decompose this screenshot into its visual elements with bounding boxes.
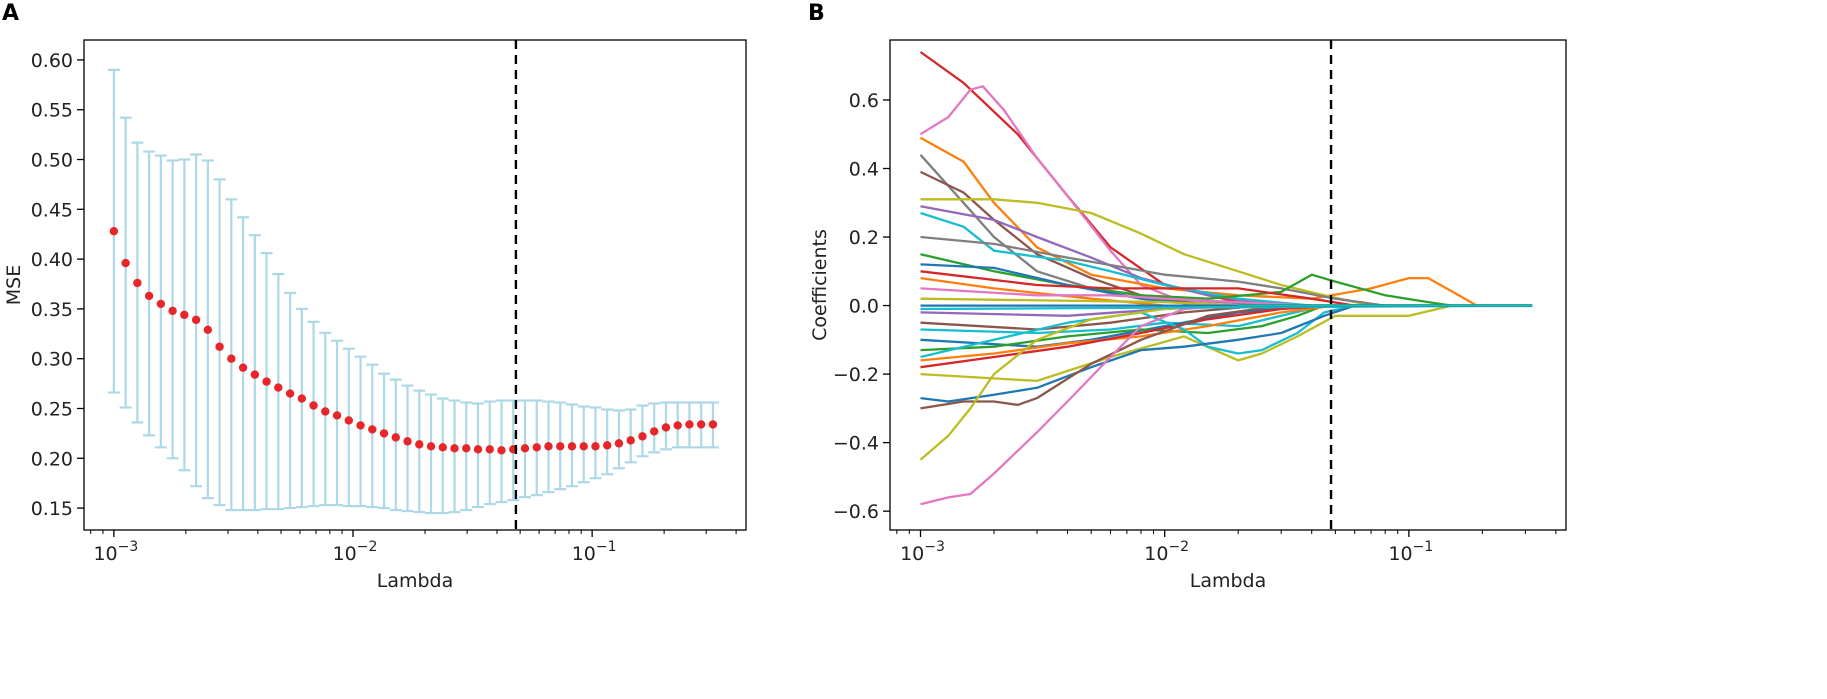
- x-tick-label: 10−2: [1144, 539, 1189, 565]
- mse-point: [156, 299, 166, 309]
- panel-a-y-axis-label: MSE: [3, 265, 25, 305]
- mse-point: [485, 445, 494, 454]
- panel-b-coefficient-paths: B −0.6−0.4−0.20.00.20.40.6 10−3 10−2 10−1 …: [808, 1, 1567, 592]
- mse-point: [109, 227, 119, 236]
- mse-point: [332, 411, 342, 420]
- y-tick-label: 0.30: [31, 349, 73, 371]
- mse-point: [262, 377, 271, 386]
- mse-point: [133, 278, 142, 288]
- mse-point: [344, 416, 353, 425]
- mse-point: [614, 439, 624, 448]
- y-tick-label: 0.55: [31, 100, 73, 122]
- coefficient-path-lines: [919, 51, 1533, 506]
- mse-point: [121, 258, 130, 268]
- x-tick-label: 10−2: [333, 539, 378, 565]
- mse-point: [297, 394, 307, 403]
- mse-point: [168, 306, 177, 316]
- panel-a-x-ticks: 10−3 10−2 10−1: [90, 530, 737, 565]
- mse-point: [191, 315, 201, 325]
- mse-point: [626, 436, 635, 445]
- y-tick-label: 0.4: [849, 158, 879, 180]
- panel-a-plot-area: [83, 39, 747, 531]
- panel-a-x-axis-label: Lambda: [377, 570, 454, 592]
- coefficient-line-c26: [920, 304, 1533, 410]
- mse-point: [391, 433, 400, 442]
- panel-b-x-axis-label: Lambda: [1190, 570, 1267, 592]
- y-tick-label: 0.6: [849, 90, 879, 112]
- y-tick-label: 0.40: [31, 249, 73, 271]
- mse-point: [356, 421, 365, 430]
- y-tick-label: 0.60: [31, 50, 73, 72]
- coefficient-line-c23: [920, 304, 1533, 383]
- mse-point: [250, 370, 260, 379]
- panel-letter-a: A: [2, 1, 19, 26]
- panel-a-y-ticks: 0.15 0.20 0.25 0.30 0.35 0.40 0.45 0.50 0.55 0.60: [31, 50, 84, 520]
- mse-point: [591, 442, 600, 451]
- mse-point: [368, 425, 377, 434]
- mse-point: [379, 429, 389, 438]
- mse-point: [685, 420, 694, 429]
- panel-b-x-ticks: 10−3 10−2 10−1: [896, 530, 1557, 565]
- x-tick-label: 10−1: [572, 539, 617, 565]
- mse-point: [203, 325, 213, 335]
- y-tick-label: 0.45: [31, 199, 73, 221]
- mse-point: [696, 420, 706, 429]
- mse-point: [238, 363, 248, 372]
- mse-point: [497, 446, 506, 455]
- mse-point: [426, 442, 436, 451]
- mse-point: [450, 444, 459, 453]
- mse-point: [708, 420, 718, 429]
- panel-b-y-ticks: −0.6 −0.4 −0.2 0.0 0.2 0.4 0.6: [833, 90, 890, 523]
- mse-point: [603, 441, 612, 450]
- mse-point: [567, 442, 577, 451]
- mse-point: [579, 442, 588, 451]
- y-tick-label: 0.25: [31, 398, 73, 420]
- mse-point: [274, 383, 283, 392]
- mse-point: [532, 443, 541, 452]
- mse-point: [227, 354, 236, 363]
- mse-point: [403, 437, 412, 446]
- mse-errorbars: [107, 68, 719, 515]
- mse-point: [649, 427, 659, 436]
- coefficient-line-c9: [920, 235, 1533, 307]
- mse-point: [180, 310, 189, 320]
- y-tick-label: 0.2: [849, 227, 879, 249]
- mse-points: [109, 227, 718, 455]
- mse-point: [309, 401, 318, 410]
- y-tick-label: 0.15: [31, 498, 73, 520]
- mse-point: [556, 442, 565, 451]
- x-tick-label: 10−3: [900, 539, 945, 565]
- panel-letter-b: B: [808, 1, 825, 26]
- x-tick-label: 10−3: [93, 539, 138, 565]
- mse-point: [638, 432, 647, 441]
- y-tick-label: 0.0: [849, 296, 879, 318]
- y-tick-label: 0.35: [31, 299, 73, 321]
- y-tick-label: 0.20: [31, 448, 73, 470]
- mse-point: [673, 421, 682, 430]
- y-tick-label: −0.6: [833, 501, 879, 523]
- coefficient-line-c25: [920, 304, 1533, 403]
- coefficient-line-c3: [919, 136, 1533, 307]
- y-tick-label: −0.2: [833, 364, 879, 386]
- y-tick-label: −0.4: [833, 433, 879, 455]
- panel-b-plot-area: [889, 39, 1567, 531]
- mse-point: [415, 440, 424, 449]
- mse-point: [544, 442, 553, 451]
- mse-point: [520, 444, 530, 453]
- y-tick-label: 0.50: [31, 150, 73, 172]
- mse-point: [473, 445, 483, 454]
- coefficient-line-c24: [920, 304, 1533, 359]
- mse-point: [215, 342, 224, 351]
- mse-point: [661, 423, 671, 432]
- panel-b-y-axis-label: Coefficients: [809, 229, 831, 341]
- x-tick-label: 10−1: [1388, 539, 1433, 565]
- panel-a-mse-chart: A 0.150.200.250.300.350.400.450.500.550.…: [2, 1, 747, 592]
- mse-point: [285, 389, 295, 398]
- mse-point: [462, 444, 471, 453]
- mse-point: [438, 443, 447, 452]
- mse-point: [321, 407, 330, 416]
- mse-point: [144, 291, 154, 301]
